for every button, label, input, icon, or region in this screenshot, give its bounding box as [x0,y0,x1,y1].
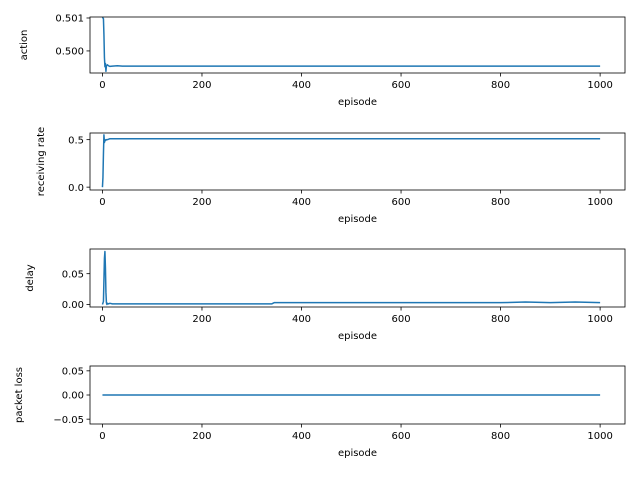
x-tick-label: 400 [292,80,311,91]
x-tick-label: 0 [99,197,105,208]
y-axis-label: receiving rate [36,127,47,196]
y-axis-label: packet loss [14,367,25,423]
x-tick-label: 1000 [587,431,612,442]
series-line [101,250,601,306]
y-tick-label: 0.00 [62,300,84,311]
x-tick-label: 800 [491,80,510,91]
x-tick-label: 600 [391,80,410,91]
y-tick-label: 0.5 [68,135,84,146]
x-tick-label: 1000 [587,314,612,325]
x-tick-label: 800 [491,431,510,442]
x-tick-label: 400 [292,197,311,208]
x-tick-label: 0 [99,314,105,325]
series-line [101,134,601,188]
y-tick-label: 0.501 [55,14,84,25]
y-tick-label: 0.500 [55,47,84,58]
x-tick-label: 600 [391,431,410,442]
subplot-4: 0 200 400 600 800 1000 −0.05 0.00 0.05 episode pac… [14,365,626,459]
x-axis-label: episode [338,214,377,225]
x-axis-label: episode [338,448,377,459]
x-tick-label: 400 [292,314,311,325]
axes-frame [89,248,626,308]
x-tick-label: 800 [491,197,510,208]
y-axis-label: action [19,30,30,61]
x-tick-label: 1000 [587,80,612,91]
axes-frame [89,16,626,74]
x-tick-label: 200 [192,80,211,91]
x-tick-label: 1000 [587,197,612,208]
series-line [101,16,601,73]
x-tick-label: 800 [491,314,510,325]
y-tick-label: 0.0 [68,183,84,194]
y-tick-label: 0.00 [62,391,84,402]
y-tick-label: −0.05 [53,415,84,426]
subplot-2: 0 200 400 600 800 1000 0.0 0.5 episode receiving … [36,127,626,225]
subplot-3: 0 200 400 600 800 1000 0.00 0.05 episode delay [25,248,626,342]
x-tick-label: 200 [192,197,211,208]
axes-frame [89,132,626,191]
y-tick-label: 0.05 [62,366,84,377]
x-tick-label: 600 [391,314,410,325]
x-tick-label: 200 [192,431,211,442]
y-axis-label: delay [25,264,36,291]
x-tick-label: 0 [99,431,105,442]
y-tick-label: 0.05 [62,269,84,280]
x-tick-label: 600 [391,197,410,208]
x-tick-label: 400 [292,431,311,442]
x-axis-label: episode [338,331,377,342]
x-tick-label: 0 [99,80,105,91]
x-tick-label: 200 [192,314,211,325]
subplot-1: 0 200 400 600 800 1000 0.500 0.501 episode action [19,14,626,108]
x-axis-label: episode [338,97,377,108]
